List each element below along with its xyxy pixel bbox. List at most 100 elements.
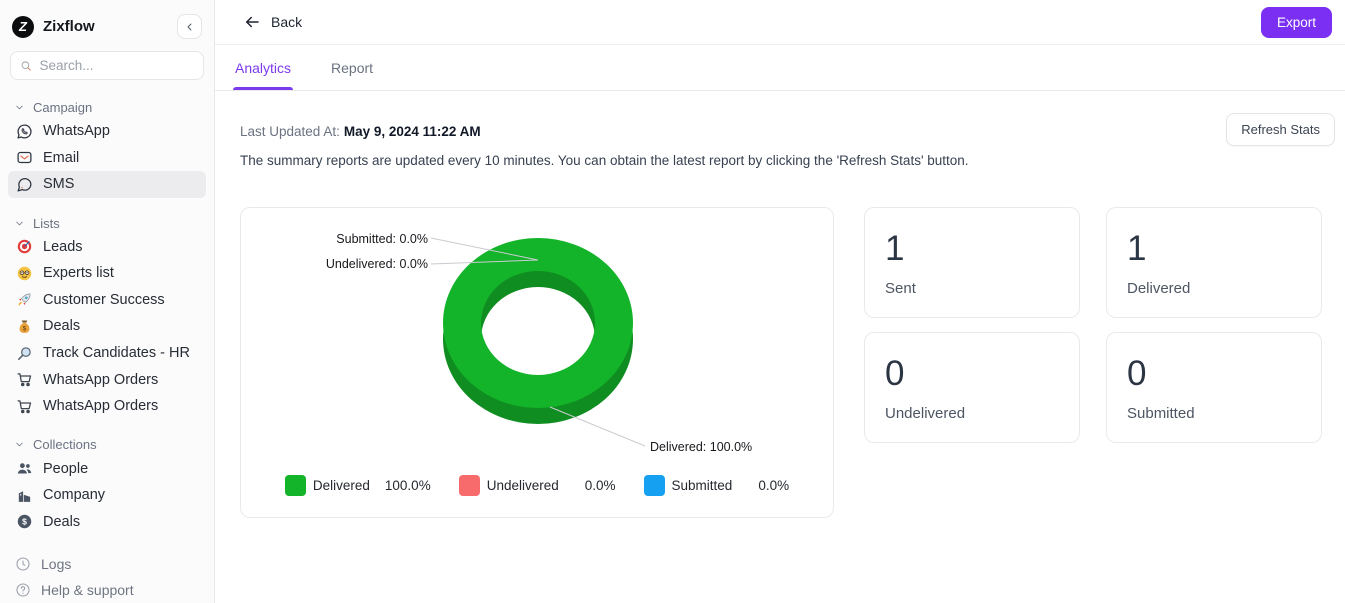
panels: Submitted: 0.0% Undelivered: 0.0% Delive… [240,207,1335,518]
legend-item-delivered[interactable]: Delivered 100.0% [284,475,431,496]
sidebar-item-leads[interactable]: Leads [8,234,206,261]
stat-card-sent: 1 Sent [864,207,1080,318]
stats-grid: 1 Sent 1 Delivered 0 Undelivered 0 Submi… [864,207,1322,518]
sidebar-item-label: Track Candidates - HR [43,345,190,361]
sidebar-item-help-support[interactable]: Help & support [8,577,206,603]
back-label: Back [271,14,303,30]
stat-value: 1 [1127,229,1147,268]
stat-card-delivered: 1 Delivered [1106,207,1322,318]
email-icon [15,149,33,166]
refresh-stats-button[interactable]: Refresh Stats [1226,113,1335,146]
legend-swatch-submitted [643,475,665,496]
chevron-down-icon [16,221,23,225]
search-box[interactable] [10,51,204,80]
stat-label: Undelivered [885,405,966,423]
legend-item-submitted[interactable]: Submitted 0.0% [643,475,789,496]
sidebar-item-email[interactable]: Email [8,144,206,171]
sidebar-item-label: Customer Success [43,291,165,308]
brand-name: Zixflow [43,18,95,36]
legend-label: Delivered [312,478,370,493]
search-input[interactable] [39,58,194,74]
callout-delivered: Delivered: 100.0% [650,440,753,454]
section-header-collections[interactable]: Collections [8,434,206,455]
stat-label: Delivered [1127,280,1191,298]
section-header-campaign[interactable]: Campaign [8,97,206,118]
stat-label: Sent [885,280,916,298]
stat-value: 0 [1127,354,1147,393]
rocket-icon [15,291,33,308]
legend-label: Undelivered [486,478,559,493]
section-header-lists[interactable]: Lists [8,213,206,234]
sidebar-item-deals-collection[interactable]: $ Deals [8,508,206,535]
sidebar-item-label: Deals [43,318,81,335]
svg-text:$: $ [22,517,27,527]
last-updated-value: May 9, 2024 11:22 AM [343,124,481,139]
sidebar-item-label: WhatsApp Orders [43,371,159,388]
sidebar-item-label: Leads [43,238,83,255]
callout-submitted: Submitted: 0.0% [336,232,428,246]
last-updated-label: Last Updated At: [240,124,340,139]
sidebar-item-label: People [43,460,89,477]
cart-icon [15,398,33,415]
sidebar-item-company[interactable]: Company [8,482,206,509]
tab-analytics[interactable]: Analytics [232,45,294,90]
sidebar-item-label: Deals [43,513,81,530]
sidebar-item-whatsapp[interactable]: WhatsApp [8,118,206,145]
chevron-down-icon [16,105,23,110]
content: Last Updated At: May 9, 2024 11:22 AM Ref… [215,91,1345,603]
sidebar-item-label: Email [43,149,80,166]
sidebar-item-label: Company [43,487,106,504]
legend-swatch-undelivered [458,475,480,496]
sidebar-item-people[interactable]: People [8,455,206,482]
last-updated: Last Updated At: May 9, 2024 11:22 AM [240,120,481,139]
sidebar-item-track-candidates-hr[interactable]: Track Candidates - HR [8,340,206,367]
main-area: Back Export Analytics Report Last Update… [215,0,1345,603]
company-icon [15,487,33,504]
target-icon [15,238,33,255]
legend-value: 0.0% [584,478,616,493]
sidebar-item-label: Experts list [43,265,114,282]
callout-undelivered: Undelivered: 0.0% [325,257,428,271]
search-icon [21,61,31,71]
sidebar-item-deals-list[interactable]: $ Deals [8,313,206,340]
logs-icon [16,557,30,571]
export-button[interactable]: Export [1260,6,1332,38]
section-label: Campaign [33,99,93,115]
arrow-left-icon [246,16,259,28]
svg-text:$: $ [22,325,26,332]
stat-card-undelivered: 0 Undelivered [864,332,1080,443]
sidebar-item-whatsapp-orders-2[interactable]: WhatsApp Orders [8,393,206,420]
status-row: Last Updated At: May 9, 2024 11:22 AM Ref… [240,113,1335,146]
legend-value: 100.0% [384,478,431,493]
stat-value: 0 [885,354,905,393]
people-icon [15,460,33,477]
legend-swatch-delivered [284,475,306,496]
chart-legend: Delivered 100.0% Undelivered 0.0% Submit… [241,475,833,496]
footer-item-label: Logs [41,556,72,573]
legend-label: Submitted [671,478,733,493]
sidebar-item-experts-list[interactable]: Experts list [8,260,206,287]
tabs-bar: Analytics Report [215,45,1345,91]
sidebar-collapse-button[interactable] [177,14,202,40]
sidebar-item-customer-success[interactable]: Customer Success [8,287,206,314]
sidebar-item-whatsapp-orders-1[interactable]: WhatsApp Orders [8,366,206,393]
dollar-badge-icon: $ [15,513,33,530]
magnifier-icon [15,345,33,362]
whatsapp-icon [15,123,33,140]
legend-item-undelivered[interactable]: Undelivered 0.0% [458,475,616,496]
back-button[interactable]: Back [243,13,302,31]
sms-delivery-donut-chart: Submitted: 0.0% Undelivered: 0.0% Delive… [240,207,834,518]
sidebar-item-label: SMS [43,176,75,193]
help-icon [16,583,30,597]
stat-label: Submitted [1127,405,1195,423]
nerd-face-icon [15,265,33,282]
sidebar-item-sms[interactable]: SMS [8,171,206,198]
sidebar: Z Zixflow Campaign WhatsApp Email SMS Li… [0,0,215,603]
sidebar-header: Z Zixflow [8,8,206,45]
sidebar-item-logs[interactable]: Logs [8,551,206,577]
footer-item-label: Help & support [41,582,134,599]
tab-report[interactable]: Report [331,59,374,76]
section-label: Lists [33,215,60,231]
sms-icon [15,176,33,193]
chevron-left-icon [187,23,191,31]
